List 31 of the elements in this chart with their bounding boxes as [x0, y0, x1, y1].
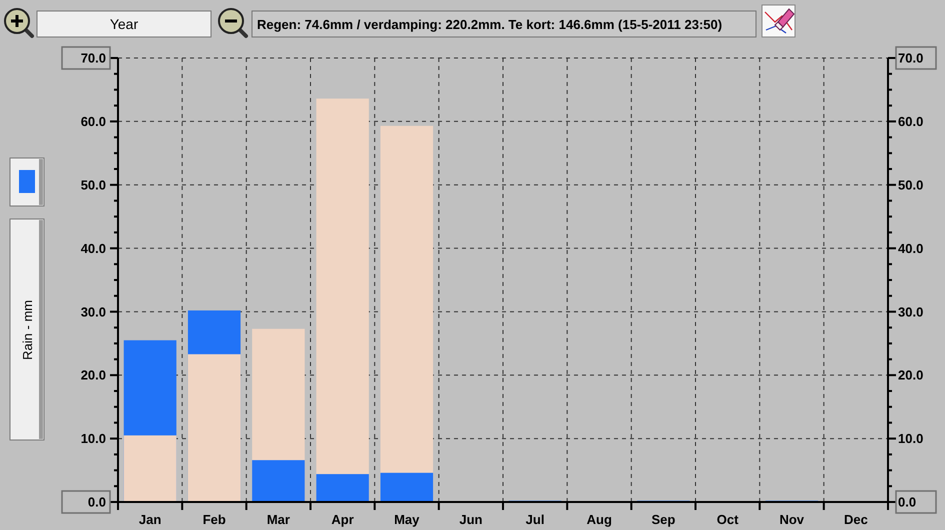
y2-tick-label: 60.0: [898, 114, 924, 129]
y2-tick-label: 30.0: [898, 304, 924, 320]
chart-title: Regen: 74.6mm / verdamping: 220.2mm. Te kort: 146.6mm (15-5-2011 23:50): [257, 17, 722, 32]
y-tick-label: 40.0: [80, 240, 106, 256]
y-tick-label: 50.0: [80, 177, 106, 192]
y-tick-label: 0.0: [88, 494, 106, 510]
x-tick-label: Dec: [844, 512, 868, 527]
y-axis-title: Rain - mm: [20, 300, 35, 360]
y-tick-label: 60.0: [80, 114, 106, 129]
y2-tick-label: 40.0: [898, 240, 924, 256]
y2-tick-label: 0.0: [898, 494, 916, 510]
x-tick-label: Jul: [526, 512, 544, 527]
x-tick-label: Oct: [716, 512, 740, 527]
x-tick-label: May: [394, 512, 420, 527]
x-tick-label: Aug: [586, 512, 612, 527]
y2-tick-label: 10.0: [898, 431, 924, 446]
x-tick-label: Apr: [331, 512, 354, 527]
y-tick-label: 20.0: [80, 368, 106, 383]
x-tick-label: Sep: [651, 512, 676, 527]
y2-tick-label: 20.0: [898, 368, 924, 383]
x-tick-label: Jan: [138, 512, 162, 527]
y2-tick-label: 50.0: [898, 177, 924, 192]
y-tick-label: 70.0: [80, 50, 106, 66]
x-tick-label: Feb: [202, 512, 226, 527]
y2-tick-label: 70.0: [898, 50, 924, 66]
x-tick-label: Mar: [266, 512, 290, 527]
x-tick-label: Nov: [779, 512, 805, 527]
y-tick-label: 30.0: [80, 304, 106, 320]
y-tick-label: 10.0: [80, 431, 106, 446]
x-tick-label: Jun: [459, 512, 483, 527]
text: Year: [110, 16, 138, 32]
